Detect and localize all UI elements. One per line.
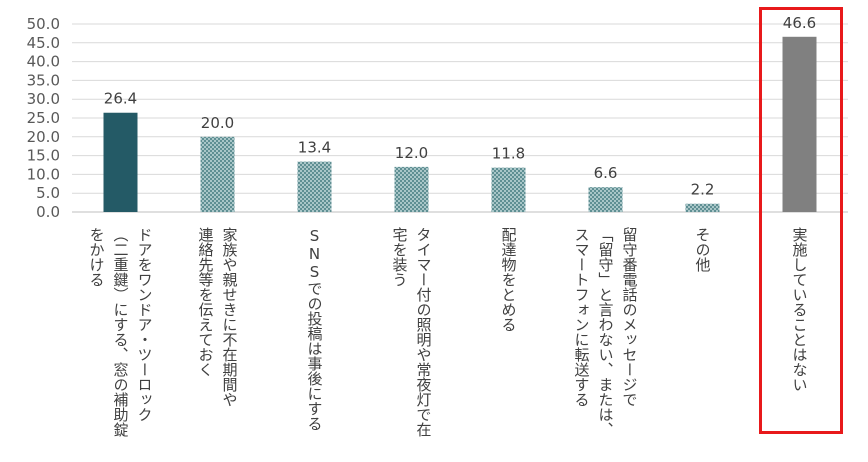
y-tick-label: 40.0 bbox=[27, 53, 60, 71]
data-label: 13.4 bbox=[298, 139, 331, 157]
data-label: 20.0 bbox=[201, 114, 234, 132]
bar bbox=[200, 136, 235, 212]
bar bbox=[394, 166, 429, 212]
category-label: 留守番電話のメッセージで 「留守」と言わない、または、 スマートフォンに転送する bbox=[572, 227, 639, 437]
y-tick-label: 50.0 bbox=[27, 15, 60, 33]
y-tick-label: 25.0 bbox=[27, 109, 60, 127]
bar bbox=[782, 36, 817, 213]
bar bbox=[588, 187, 623, 212]
y-tick-label: 20.0 bbox=[27, 128, 60, 146]
y-tick-label: 35.0 bbox=[27, 71, 60, 89]
data-label: 11.8 bbox=[492, 145, 525, 163]
bar bbox=[297, 161, 332, 212]
category-label: SNSでの投稿は事後にする bbox=[305, 227, 324, 431]
gridlines bbox=[72, 23, 848, 213]
category-label: 配達物をとめる bbox=[499, 227, 518, 332]
category-label: タイマー付の照明や常夜灯で在 宅を装う bbox=[390, 227, 433, 437]
category-label: その他 bbox=[693, 227, 712, 272]
y-tick-label: 30.0 bbox=[27, 90, 60, 108]
data-label: 46.6 bbox=[783, 14, 816, 32]
category-label: 実施していることはない bbox=[790, 227, 809, 392]
highlight-box bbox=[759, 7, 843, 434]
bars bbox=[103, 36, 817, 213]
bar bbox=[685, 203, 720, 212]
data-label: 26.4 bbox=[104, 90, 137, 108]
data-labels: 26.4 20.0 13.4 12.0 11.8 6.6 2.2 46.6 bbox=[104, 14, 816, 199]
y-axis: 0.05.010.015.020.025.030.035.040.045.050… bbox=[27, 15, 60, 221]
bar bbox=[491, 167, 526, 212]
y-tick-label: 10.0 bbox=[27, 165, 60, 183]
data-label: 6.6 bbox=[594, 164, 618, 182]
data-label: 12.0 bbox=[395, 144, 428, 162]
data-label: 2.2 bbox=[691, 181, 715, 199]
y-tick-label: 15.0 bbox=[27, 147, 60, 165]
category-label: 家族や親せきに不在期間や 連絡先等を伝えておく bbox=[196, 227, 239, 407]
bar bbox=[103, 112, 138, 212]
y-tick-label: 0.0 bbox=[36, 203, 60, 221]
y-tick-label: 45.0 bbox=[27, 34, 60, 52]
category-label: ドアをワンドア・ツーロック （二重鍵）にする、窓の補助錠 をかける bbox=[87, 227, 154, 437]
y-tick-label: 5.0 bbox=[36, 184, 60, 202]
